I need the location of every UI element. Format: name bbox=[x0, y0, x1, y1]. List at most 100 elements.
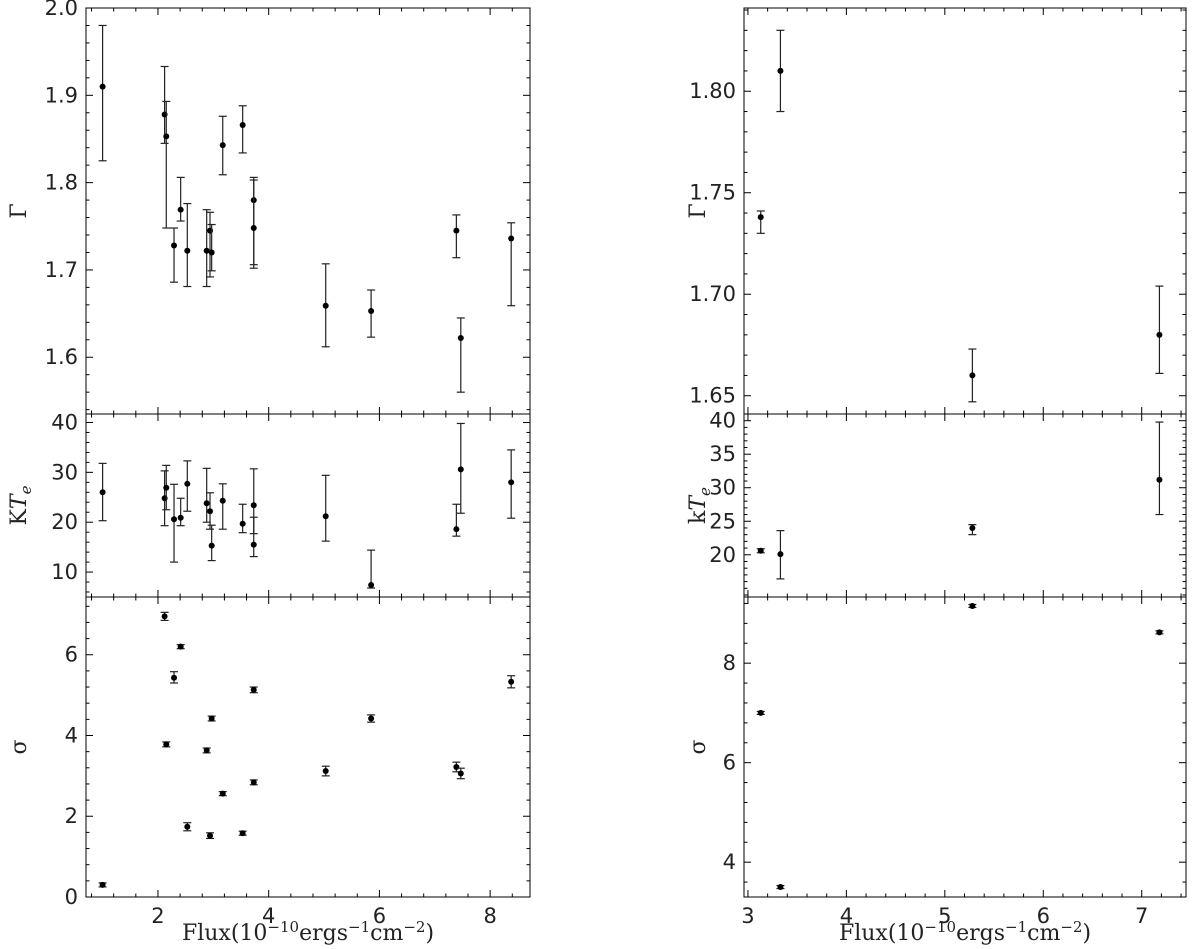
data-point bbox=[507, 449, 516, 519]
data-point bbox=[1155, 629, 1164, 636]
marker bbox=[219, 142, 226, 149]
data-point bbox=[162, 741, 171, 748]
marker bbox=[969, 372, 976, 379]
panel-right-3: 4 6 8 σ bbox=[686, 596, 1187, 898]
marker bbox=[208, 715, 215, 722]
y-tick-label: 2 bbox=[65, 804, 78, 828]
chart-group-right: 1.65 1.70 1.75 1.80 Γ 20 25 30 35 40 kTe 4 6 8 σ 3 4 5 6 7 F… bbox=[686, 7, 1187, 946]
x-tick-label: 6 bbox=[1037, 904, 1050, 928]
data-point bbox=[162, 464, 171, 511]
data-point bbox=[249, 779, 258, 786]
marker bbox=[250, 225, 257, 232]
y-tick-label: 1.7 bbox=[45, 258, 78, 282]
x-tick-label: 4 bbox=[262, 904, 275, 928]
panel-frame bbox=[743, 7, 1187, 415]
data-point bbox=[98, 881, 107, 888]
x-tick-label: 6 bbox=[373, 904, 386, 928]
data-point bbox=[170, 671, 179, 684]
panel-left-1: 1.6 1.7 1.8 1.9 2.0 Γ bbox=[7, 0, 531, 415]
x-tick-label: 7 bbox=[1135, 904, 1148, 928]
data-point bbox=[183, 822, 192, 832]
marker bbox=[177, 206, 184, 213]
data-point bbox=[249, 179, 258, 269]
data-point bbox=[321, 765, 330, 777]
marker bbox=[757, 214, 764, 221]
marker bbox=[184, 823, 191, 830]
marker bbox=[99, 881, 106, 888]
data-point bbox=[170, 227, 179, 283]
x-tick-label: 4 bbox=[840, 904, 853, 928]
data-point bbox=[968, 524, 977, 536]
data-point bbox=[756, 709, 765, 716]
data-point bbox=[162, 100, 171, 229]
panel-left-3: 0 2 4 6 σ bbox=[7, 596, 531, 909]
panel-right-2: 20 25 30 35 40 kTe bbox=[686, 409, 1187, 598]
data-point bbox=[756, 547, 765, 554]
y-tick-label: 1.9 bbox=[45, 83, 78, 107]
marker bbox=[508, 235, 515, 242]
data-point bbox=[321, 474, 330, 542]
y-tick-label: 8 bbox=[723, 651, 736, 675]
y-tick-label: 40 bbox=[51, 410, 78, 434]
data-point bbox=[968, 348, 977, 403]
data-point bbox=[456, 422, 465, 514]
y-tick-label: 40 bbox=[709, 409, 736, 433]
y-axis-label: σ bbox=[686, 739, 711, 754]
y-tick-label: 2.0 bbox=[45, 0, 78, 20]
y-tick-label: 20 bbox=[709, 543, 736, 567]
marker bbox=[250, 541, 257, 548]
y-tick-label: 10 bbox=[51, 560, 78, 584]
data-point bbox=[160, 611, 169, 622]
marker bbox=[777, 67, 784, 74]
panel-frame bbox=[85, 7, 531, 415]
marker bbox=[171, 516, 178, 523]
data-point bbox=[1155, 421, 1164, 516]
data-point bbox=[98, 462, 107, 522]
data-point bbox=[456, 767, 465, 780]
marker bbox=[757, 547, 764, 554]
marker bbox=[184, 480, 191, 487]
marker bbox=[239, 520, 246, 527]
data-point bbox=[456, 317, 465, 393]
marker bbox=[453, 227, 460, 234]
data-point bbox=[507, 675, 516, 689]
marker bbox=[457, 335, 464, 342]
panel-frame bbox=[85, 413, 531, 598]
marker bbox=[1156, 331, 1163, 338]
marker bbox=[239, 830, 246, 837]
data-point bbox=[98, 24, 107, 162]
marker bbox=[368, 582, 375, 589]
marker bbox=[250, 686, 257, 693]
x-tick-label: 2 bbox=[151, 904, 164, 928]
y-tick-label: 4 bbox=[723, 850, 736, 874]
y-tick-label: 20 bbox=[51, 510, 78, 534]
marker bbox=[1156, 476, 1163, 483]
marker bbox=[219, 790, 226, 797]
data-point bbox=[507, 222, 516, 307]
y-axis-label: Γ bbox=[686, 203, 711, 218]
data-point bbox=[367, 714, 376, 723]
marker bbox=[453, 763, 460, 770]
x-tick-label: 5 bbox=[938, 904, 951, 928]
marker bbox=[203, 247, 210, 254]
data-point bbox=[176, 176, 185, 222]
y-tick-label: 1.70 bbox=[689, 282, 736, 306]
data-point bbox=[249, 516, 258, 558]
data-point bbox=[202, 209, 211, 288]
data-point bbox=[968, 602, 977, 609]
marker bbox=[1156, 629, 1163, 636]
y-axis-label: σ bbox=[7, 739, 32, 754]
marker bbox=[969, 524, 976, 531]
marker bbox=[239, 121, 246, 128]
y-tick-label: 30 bbox=[709, 476, 736, 500]
x-axis-label: Flux(10−10ergs−1cm−2) bbox=[839, 918, 1091, 946]
y-axis-label: kTe bbox=[686, 487, 714, 524]
marker bbox=[457, 770, 464, 777]
y-tick-label: 1.6 bbox=[45, 345, 78, 369]
data-point bbox=[218, 115, 227, 176]
y-tick-label: 6 bbox=[65, 643, 78, 667]
marker bbox=[368, 715, 375, 722]
data-point bbox=[202, 467, 211, 523]
data-point bbox=[160, 65, 169, 144]
marker bbox=[177, 643, 184, 650]
